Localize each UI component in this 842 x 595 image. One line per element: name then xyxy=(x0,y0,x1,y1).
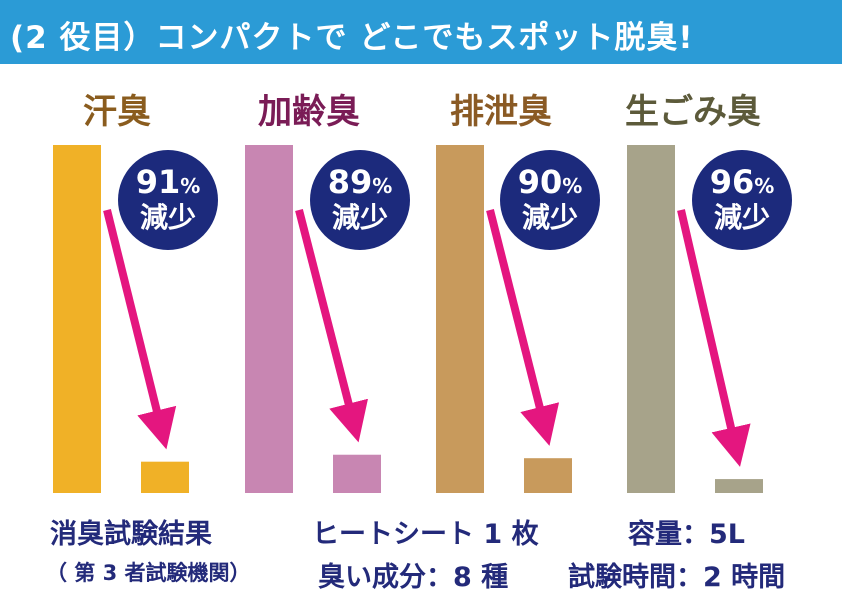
footer-test-agency: （ 第 3 者試験機関） xyxy=(46,561,251,585)
reduction-badge-aging: 89% 減少 xyxy=(310,150,410,250)
bar-before-garbage xyxy=(627,145,675,493)
reduction-badge-excretion: 90% 減少 xyxy=(500,150,600,250)
reduction-label: 減少 xyxy=(521,201,578,234)
reduction-label: 減少 xyxy=(139,201,196,234)
reduction-arrow-excretion xyxy=(486,209,560,446)
footer-test-result: 消臭試験結果 xyxy=(50,519,212,550)
reduction-label: 減少 xyxy=(713,201,770,234)
category-label-excretion: 排泄臭 xyxy=(450,92,552,132)
reduction-percent: 91% xyxy=(135,163,201,201)
reduction-badge-garbage: 96% 減少 xyxy=(692,150,792,250)
reduction-percent: 90% xyxy=(517,163,583,201)
reduction-arrow-garbage xyxy=(677,209,751,467)
category-label-garbage: 生ごみ臭 xyxy=(625,92,761,132)
footer-odor-components: 臭い成分：8 種 xyxy=(318,562,509,593)
bar-after-garbage xyxy=(715,479,763,493)
bar-after-aging xyxy=(333,454,381,493)
category-label-sweat: 汗臭 xyxy=(83,92,151,132)
footer-test-duration: 試験時間：2 時間 xyxy=(568,562,786,593)
reduction-arrow-aging xyxy=(295,209,369,443)
reduction-badge-sweat: 91% 減少 xyxy=(118,150,218,250)
bar-after-sweat xyxy=(141,461,189,493)
reduction-percent: 96% xyxy=(709,163,775,201)
bar-after-excretion xyxy=(524,458,572,493)
bar-before-excretion xyxy=(436,145,484,493)
page-title: (2 役目）コンパクトで どこでもスポット脱臭! xyxy=(10,20,694,56)
footer-capacity: 容量：5L xyxy=(628,519,745,550)
bar-before-aging xyxy=(245,145,293,493)
footer-heat-sheet: ヒートシート 1 枚 xyxy=(312,519,539,550)
header-banner: (2 役目）コンパクトで どこでもスポット脱臭! xyxy=(0,0,842,64)
bar-before-sweat xyxy=(53,145,101,493)
reduction-label: 減少 xyxy=(331,201,388,234)
category-label-aging: 加齢臭 xyxy=(258,92,360,132)
reduction-percent: 89% xyxy=(327,163,393,201)
reduction-arrow-sweat xyxy=(103,209,177,450)
